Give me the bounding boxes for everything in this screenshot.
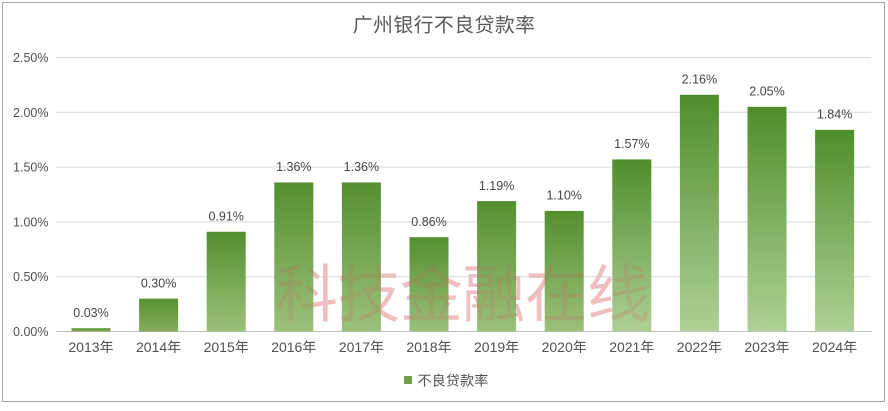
- svg-text:2.05%: 2.05%: [749, 85, 784, 99]
- svg-text:2013: 2013: [68, 339, 99, 355]
- svg-text:2014: 2014: [136, 339, 167, 355]
- svg-text:0.91%: 0.91%: [208, 210, 243, 224]
- svg-text:2024: 2024: [812, 339, 843, 355]
- svg-text:0.00%: 0.00%: [13, 325, 48, 339]
- svg-text:1.36%: 1.36%: [276, 160, 311, 174]
- svg-text:2018: 2018: [406, 339, 437, 355]
- svg-text:1.10%: 1.10%: [546, 189, 581, 203]
- svg-text:2015: 2015: [204, 339, 235, 355]
- svg-text:2016: 2016: [271, 339, 302, 355]
- svg-text:2023: 2023: [744, 339, 775, 355]
- svg-text:2020: 2020: [542, 339, 573, 355]
- svg-text:1.19%: 1.19%: [479, 179, 514, 193]
- svg-text:0.50%: 0.50%: [13, 270, 48, 284]
- svg-text:2.00%: 2.00%: [13, 106, 48, 120]
- svg-text:1.57%: 1.57%: [614, 137, 649, 151]
- svg-text:0.30%: 0.30%: [141, 276, 176, 290]
- svg-text:1.36%: 1.36%: [344, 160, 379, 174]
- svg-text:1.84%: 1.84%: [817, 108, 852, 122]
- svg-text:0.03%: 0.03%: [73, 306, 108, 320]
- svg-text:2.16%: 2.16%: [682, 73, 717, 87]
- svg-text:1.50%: 1.50%: [13, 161, 48, 175]
- svg-text:2017: 2017: [339, 339, 370, 355]
- svg-text:2022: 2022: [677, 339, 708, 355]
- svg-text:2021: 2021: [609, 339, 640, 355]
- svg-text:2.50%: 2.50%: [13, 51, 48, 65]
- svg-text:0.86%: 0.86%: [411, 215, 446, 229]
- svg-text:2019: 2019: [474, 339, 505, 355]
- svg-text:1.00%: 1.00%: [13, 215, 48, 229]
